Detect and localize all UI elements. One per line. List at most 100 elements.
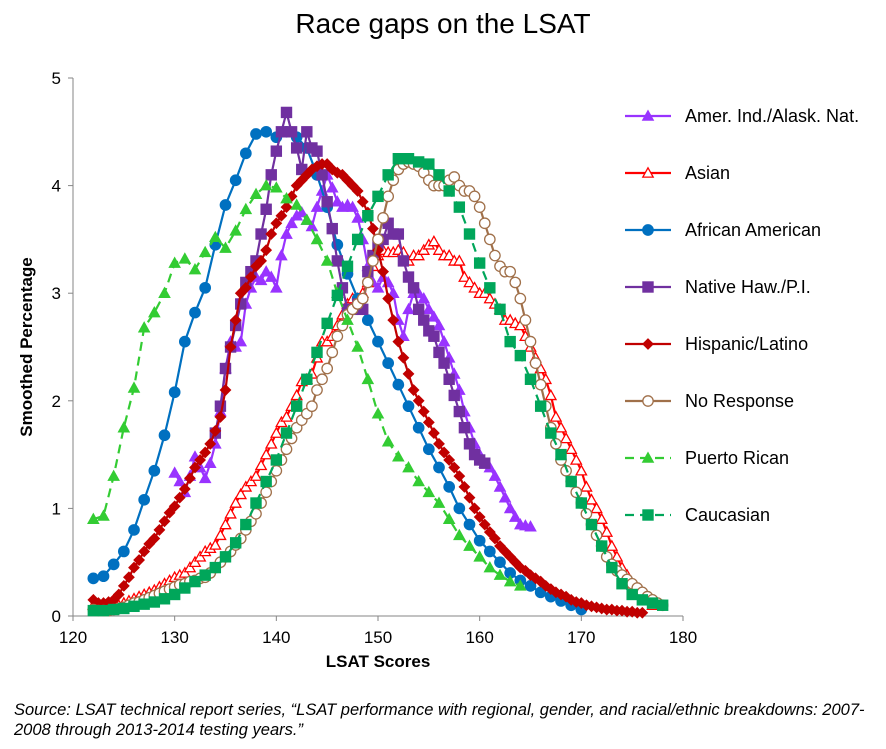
data-point bbox=[351, 211, 364, 223]
data-point bbox=[275, 415, 288, 428]
data-point bbox=[199, 281, 212, 294]
data-point bbox=[453, 201, 466, 213]
data-point bbox=[463, 275, 476, 288]
data-point bbox=[97, 509, 110, 521]
data-point bbox=[392, 153, 405, 165]
data-point bbox=[361, 372, 375, 385]
data-point bbox=[188, 262, 202, 275]
data-point bbox=[219, 199, 232, 211]
data-point bbox=[280, 443, 293, 456]
data-point bbox=[367, 222, 379, 235]
data-point bbox=[564, 442, 578, 455]
data-point bbox=[331, 255, 344, 267]
data-point bbox=[158, 515, 171, 528]
data-point bbox=[372, 233, 384, 246]
data-point bbox=[483, 561, 497, 573]
data-point bbox=[402, 400, 415, 413]
data-point bbox=[508, 510, 522, 522]
data-point bbox=[534, 400, 547, 412]
data-point bbox=[432, 318, 446, 331]
legend-label: African American bbox=[685, 220, 821, 240]
data-point bbox=[412, 249, 425, 261]
data-point bbox=[179, 582, 191, 594]
data-point bbox=[250, 128, 262, 140]
data-point bbox=[514, 561, 527, 574]
legend-marker bbox=[642, 395, 654, 407]
y-tick-label: 3 bbox=[52, 284, 61, 303]
data-point bbox=[422, 443, 435, 456]
data-point bbox=[259, 265, 273, 277]
series-line bbox=[93, 157, 663, 612]
data-point bbox=[468, 190, 481, 203]
data-point bbox=[264, 437, 278, 449]
data-point bbox=[382, 357, 395, 369]
data-point bbox=[417, 243, 431, 255]
data-point bbox=[458, 480, 471, 493]
data-point bbox=[158, 593, 171, 605]
data-point bbox=[316, 373, 328, 386]
data-point bbox=[265, 228, 278, 240]
data-point bbox=[422, 485, 436, 498]
data-point bbox=[519, 314, 532, 326]
data-point bbox=[549, 410, 563, 422]
data-point bbox=[610, 550, 624, 562]
legend-item: African American bbox=[625, 220, 821, 240]
data-point bbox=[260, 125, 273, 138]
data-point bbox=[489, 249, 501, 262]
data-point bbox=[351, 340, 364, 352]
data-point bbox=[260, 486, 273, 499]
data-point bbox=[407, 282, 420, 294]
data-point bbox=[382, 292, 395, 305]
data-point bbox=[138, 545, 151, 558]
data-point bbox=[254, 273, 268, 286]
data-point bbox=[117, 579, 130, 592]
data-point bbox=[386, 286, 400, 299]
data-point bbox=[168, 386, 181, 399]
data-point bbox=[443, 185, 455, 197]
data-point bbox=[544, 388, 558, 401]
data-point bbox=[554, 421, 568, 433]
data-point bbox=[468, 281, 481, 293]
data-point bbox=[229, 174, 242, 187]
data-point bbox=[290, 142, 303, 154]
data-point bbox=[377, 212, 389, 224]
data-point bbox=[361, 314, 374, 326]
data-point bbox=[229, 314, 242, 327]
data-point bbox=[575, 497, 588, 509]
data-point bbox=[219, 518, 232, 530]
data-point bbox=[432, 243, 446, 255]
data-point bbox=[479, 457, 491, 469]
data-point bbox=[442, 512, 456, 524]
data-point bbox=[311, 145, 323, 157]
y-tick-label: 5 bbox=[52, 69, 61, 88]
data-point bbox=[407, 384, 420, 396]
series-5 bbox=[87, 158, 649, 619]
data-point bbox=[636, 606, 649, 619]
data-point bbox=[280, 201, 293, 214]
data-point bbox=[545, 427, 557, 439]
data-point bbox=[428, 427, 440, 439]
line-chart: 0 1 2 3 4 5 120 130 140 150 160 170 180 LSAT Scores Sm… bbox=[17, 69, 859, 671]
source-note: Source: LSAT technical report series, “L… bbox=[14, 701, 865, 739]
data-point bbox=[448, 461, 461, 474]
data-point bbox=[280, 106, 293, 119]
data-point bbox=[163, 506, 176, 519]
data-point bbox=[224, 341, 237, 353]
data-point bbox=[254, 458, 268, 471]
data-point bbox=[280, 227, 293, 239]
data-point bbox=[595, 540, 608, 552]
data-point bbox=[198, 245, 212, 258]
data-point bbox=[646, 597, 659, 609]
data-point bbox=[214, 411, 227, 423]
x-tick-label: 120 bbox=[59, 628, 87, 647]
data-point bbox=[260, 203, 272, 215]
data-point bbox=[184, 472, 196, 485]
data-point bbox=[209, 230, 222, 243]
data-point bbox=[423, 158, 435, 170]
legend-item: Caucasian bbox=[625, 505, 770, 525]
data-point bbox=[259, 448, 273, 460]
data-point bbox=[412, 303, 425, 316]
data-point bbox=[412, 421, 425, 434]
data-point bbox=[402, 367, 415, 380]
data-point bbox=[473, 550, 486, 562]
